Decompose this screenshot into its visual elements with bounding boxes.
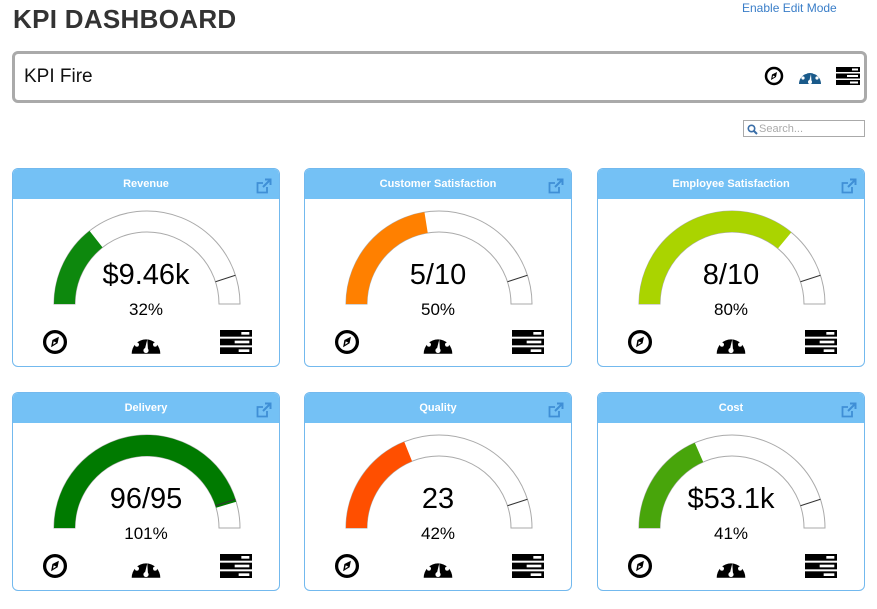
compass-icon[interactable]	[334, 553, 360, 584]
compass-icon[interactable]	[334, 329, 360, 360]
gauge-fill	[54, 435, 237, 528]
kpi-card: Delivery 96/95 101%	[12, 392, 280, 591]
gauge	[53, 210, 241, 305]
list-icon[interactable]	[805, 329, 837, 360]
dashboard-icon[interactable]	[130, 329, 162, 360]
gauge-fill	[639, 442, 704, 528]
external-link-icon[interactable]	[256, 400, 272, 430]
card-header: Delivery	[13, 393, 279, 423]
external-link-icon[interactable]	[256, 176, 272, 206]
card-header: Employee Satisfaction	[598, 169, 864, 199]
gauge-target-tick	[507, 498, 528, 507]
card-header: Quality	[305, 393, 571, 423]
kpi-percent: 80%	[713, 300, 749, 319]
gauge-fill	[346, 212, 428, 304]
list-icon[interactable]	[220, 329, 252, 360]
kpi-card: Cost $53.1k 41%	[597, 392, 865, 591]
dashboard-icon[interactable]	[715, 329, 747, 360]
external-link-icon[interactable]	[548, 400, 564, 430]
list-icon[interactable]	[512, 329, 544, 360]
compass-icon[interactable]	[764, 66, 784, 91]
card-title: Employee Satisfaction	[672, 178, 790, 190]
kpi-value: 5/10	[409, 259, 467, 291]
gauge-fill	[54, 230, 103, 304]
kpi-value: 96/95	[109, 483, 183, 515]
card-title: Customer Satisfaction	[379, 178, 497, 190]
list-icon[interactable]	[836, 67, 860, 90]
kpi-card: Quality 23 42%	[304, 392, 572, 591]
gauge	[345, 210, 533, 305]
gauge-fill	[346, 441, 413, 528]
dashboard-icon[interactable]	[130, 553, 162, 584]
list-icon[interactable]	[512, 553, 544, 584]
card-title: Revenue	[123, 178, 169, 190]
kpi-card: Customer Satisfaction 5/10 50%	[304, 168, 572, 367]
gauge-target-tick	[507, 274, 528, 283]
gauge	[345, 434, 533, 529]
list-icon[interactable]	[220, 553, 252, 584]
gauge-target-tick	[800, 498, 821, 507]
kpi-selector-bar[interactable]: KPI Fire	[12, 51, 867, 103]
kpi-value: 8/10	[702, 259, 760, 291]
dashboard-icon[interactable]	[422, 553, 454, 584]
search-input[interactable]	[759, 121, 861, 136]
gauge	[638, 434, 826, 529]
external-link-icon[interactable]	[548, 176, 564, 206]
gauge-target-tick	[215, 274, 236, 283]
card-title: Delivery	[124, 402, 168, 414]
gauge	[638, 210, 826, 305]
kpi-value: 23	[421, 483, 455, 515]
dashboard-icon[interactable]	[422, 329, 454, 360]
card-title: Quality	[419, 402, 457, 414]
kpi-card: Revenue $9.46k 32%	[12, 168, 280, 367]
gauge-target-tick	[215, 498, 236, 507]
compass-icon[interactable]	[42, 329, 68, 360]
dashboard-icon[interactable]	[798, 66, 822, 91]
gauge	[53, 434, 241, 529]
card-title: Cost	[718, 402, 744, 414]
card-header: Cost	[598, 393, 864, 423]
compass-icon[interactable]	[627, 553, 653, 584]
kpi-value: $9.46k	[102, 259, 190, 291]
kpi-name: KPI Fire	[24, 66, 93, 87]
external-link-icon[interactable]	[841, 176, 857, 206]
enable-edit-mode-link[interactable]: Enable Edit Mode	[742, 1, 837, 15]
dashboard-icon[interactable]	[715, 553, 747, 584]
gauge-fill	[639, 211, 792, 304]
gauge-track	[53, 210, 241, 305]
search-icon	[747, 124, 758, 135]
kpi-percent: 32%	[128, 300, 164, 319]
compass-icon[interactable]	[42, 553, 68, 584]
card-header: Customer Satisfaction	[305, 169, 571, 199]
kpi-percent: 50%	[420, 300, 456, 319]
kpi-percent: 42%	[420, 524, 456, 543]
kpi-percent: 101%	[124, 524, 168, 543]
kpi-value: $53.1k	[687, 483, 775, 515]
kpi-card: Employee Satisfaction 8/10 80%	[597, 168, 865, 367]
gauge-target-tick	[800, 274, 821, 283]
page-title: KPI DASHBOARD	[13, 4, 237, 34]
search-box[interactable]	[743, 120, 865, 137]
card-header: Revenue	[13, 169, 279, 199]
list-icon[interactable]	[805, 553, 837, 584]
external-link-icon[interactable]	[841, 400, 857, 430]
compass-icon[interactable]	[627, 329, 653, 360]
kpi-percent: 41%	[713, 524, 749, 543]
